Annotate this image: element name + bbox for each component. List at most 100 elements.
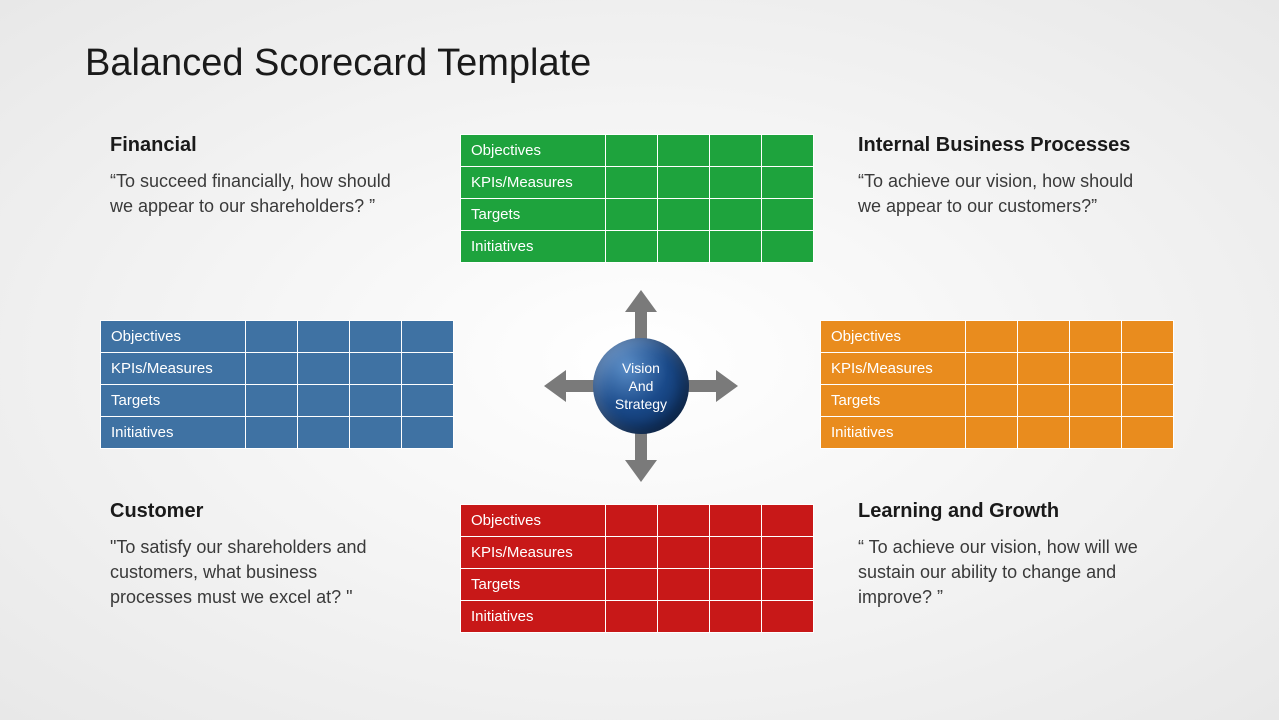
learning-row-0-cell-2	[710, 135, 762, 167]
financial-row-2-cell-1	[298, 385, 350, 417]
learning-row-3-cell-1	[658, 231, 710, 263]
learning-row-3-cell-0	[606, 231, 658, 263]
internal-row-0-label: Objectives	[821, 321, 966, 353]
arrow-right-stem	[687, 380, 717, 392]
financial-row-2-cell-3	[402, 385, 454, 417]
customer-row-0-cell-1	[658, 505, 710, 537]
customer-row-3-label: Initiatives	[461, 601, 606, 633]
financial-row-0-cell-2	[350, 321, 402, 353]
customer-heading: Customer	[110, 500, 400, 523]
learning-row-1-cell-0	[606, 167, 658, 199]
financial-row-1-cell-0	[246, 353, 298, 385]
customer-row-0-label: Objectives	[461, 505, 606, 537]
customer-description: "To satisfy our shareholders and custome…	[110, 535, 400, 611]
financial-row-2-cell-0	[246, 385, 298, 417]
learning-heading: Learning and Growth	[858, 500, 1148, 523]
customer-row-0-cell-3	[762, 505, 814, 537]
internal-row-2-cell-0	[966, 385, 1018, 417]
financial-row-0-cell-0	[246, 321, 298, 353]
customer-row-3-cell-2	[710, 601, 762, 633]
customer-row-1-cell-2	[710, 537, 762, 569]
learning-row-0-label: Objectives	[461, 135, 606, 167]
learning-label-block: Learning and Growth “ To achieve our vis…	[858, 500, 1148, 611]
learning-row-2-cell-0	[606, 199, 658, 231]
financial-row-3-cell-0	[246, 417, 298, 449]
arrow-down-stem	[635, 432, 647, 462]
learning-row-1-label: KPIs/Measures	[461, 167, 606, 199]
learning-row-3-cell-2	[710, 231, 762, 263]
arrow-left-icon	[544, 370, 566, 402]
financial-row-2-cell-2	[350, 385, 402, 417]
customer-row-1-cell-3	[762, 537, 814, 569]
financial-row-2-label: Targets	[101, 385, 246, 417]
internal-row-1-label: KPIs/Measures	[821, 353, 966, 385]
financial-description: “To succeed financially, how should we a…	[110, 169, 400, 219]
internal-row-2-cell-2	[1070, 385, 1122, 417]
customer-row-2-cell-0	[606, 569, 658, 601]
internal-row-0-cell-1	[1018, 321, 1070, 353]
left-table: ObjectivesKPIs/MeasuresTargetsInitiative…	[100, 320, 454, 449]
financial-row-1-label: KPIs/Measures	[101, 353, 246, 385]
internal-row-0-cell-2	[1070, 321, 1122, 353]
center-line-1: Vision	[622, 360, 660, 376]
learning-row-1-cell-1	[658, 167, 710, 199]
learning-row-0-cell-1	[658, 135, 710, 167]
learning-row-2-label: Targets	[461, 199, 606, 231]
arrow-left-stem	[565, 380, 595, 392]
learning-description: “ To achieve our vision, how will we sus…	[858, 535, 1148, 611]
internal-row-3-cell-2	[1070, 417, 1122, 449]
learning-row-0-cell-0	[606, 135, 658, 167]
financial-row-0-cell-1	[298, 321, 350, 353]
internal-description: “To achieve our vision, how should we ap…	[858, 169, 1148, 219]
financial-row-1-cell-1	[298, 353, 350, 385]
arrow-down-icon	[625, 460, 657, 482]
arrow-up-stem	[635, 310, 647, 340]
internal-heading: Internal Business Processes	[858, 134, 1148, 157]
internal-row-3-cell-0	[966, 417, 1018, 449]
financial-row-1-cell-3	[402, 353, 454, 385]
internal-row-1-cell-3	[1122, 353, 1174, 385]
internal-row-3-label: Initiatives	[821, 417, 966, 449]
customer-row-2-label: Targets	[461, 569, 606, 601]
arrow-up-icon	[625, 290, 657, 312]
customer-row-0-cell-2	[710, 505, 762, 537]
customer-row-3-cell-0	[606, 601, 658, 633]
financial-row-0-label: Objectives	[101, 321, 246, 353]
learning-row-2-cell-2	[710, 199, 762, 231]
financial-row-3-label: Initiatives	[101, 417, 246, 449]
customer-row-3-cell-1	[658, 601, 710, 633]
customer-row-1-cell-1	[658, 537, 710, 569]
customer-row-2-cell-2	[710, 569, 762, 601]
customer-row-3-cell-3	[762, 601, 814, 633]
internal-label-block: Internal Business Processes “To achieve …	[858, 134, 1148, 219]
arrow-right-icon	[716, 370, 738, 402]
internal-row-2-cell-1	[1018, 385, 1070, 417]
center-line-2: And	[629, 378, 654, 394]
customer-row-2-cell-1	[658, 569, 710, 601]
internal-row-1-cell-1	[1018, 353, 1070, 385]
internal-row-1-cell-0	[966, 353, 1018, 385]
learning-row-1-cell-3	[762, 167, 814, 199]
center-line-3: Strategy	[615, 396, 667, 412]
right-table: ObjectivesKPIs/MeasuresTargetsInitiative…	[820, 320, 1174, 449]
learning-row-2-cell-1	[658, 199, 710, 231]
internal-row-0-cell-0	[966, 321, 1018, 353]
learning-row-2-cell-3	[762, 199, 814, 231]
internal-row-2-cell-3	[1122, 385, 1174, 417]
customer-row-2-cell-3	[762, 569, 814, 601]
internal-row-3-cell-1	[1018, 417, 1070, 449]
customer-row-1-cell-0	[606, 537, 658, 569]
customer-row-0-cell-0	[606, 505, 658, 537]
financial-row-3-cell-2	[350, 417, 402, 449]
financial-row-1-cell-2	[350, 353, 402, 385]
customer-label-block: Customer "To satisfy our shareholders an…	[110, 500, 400, 611]
financial-heading: Financial	[110, 134, 400, 157]
financial-row-3-cell-1	[298, 417, 350, 449]
page-title: Balanced Scorecard Template	[85, 42, 591, 85]
center-hub: Vision And Strategy	[593, 338, 689, 434]
financial-label-block: Financial “To succeed financially, how s…	[110, 134, 400, 219]
financial-row-3-cell-3	[402, 417, 454, 449]
customer-row-1-label: KPIs/Measures	[461, 537, 606, 569]
bottom-table: ObjectivesKPIs/MeasuresTargetsInitiative…	[460, 504, 814, 633]
learning-row-1-cell-2	[710, 167, 762, 199]
